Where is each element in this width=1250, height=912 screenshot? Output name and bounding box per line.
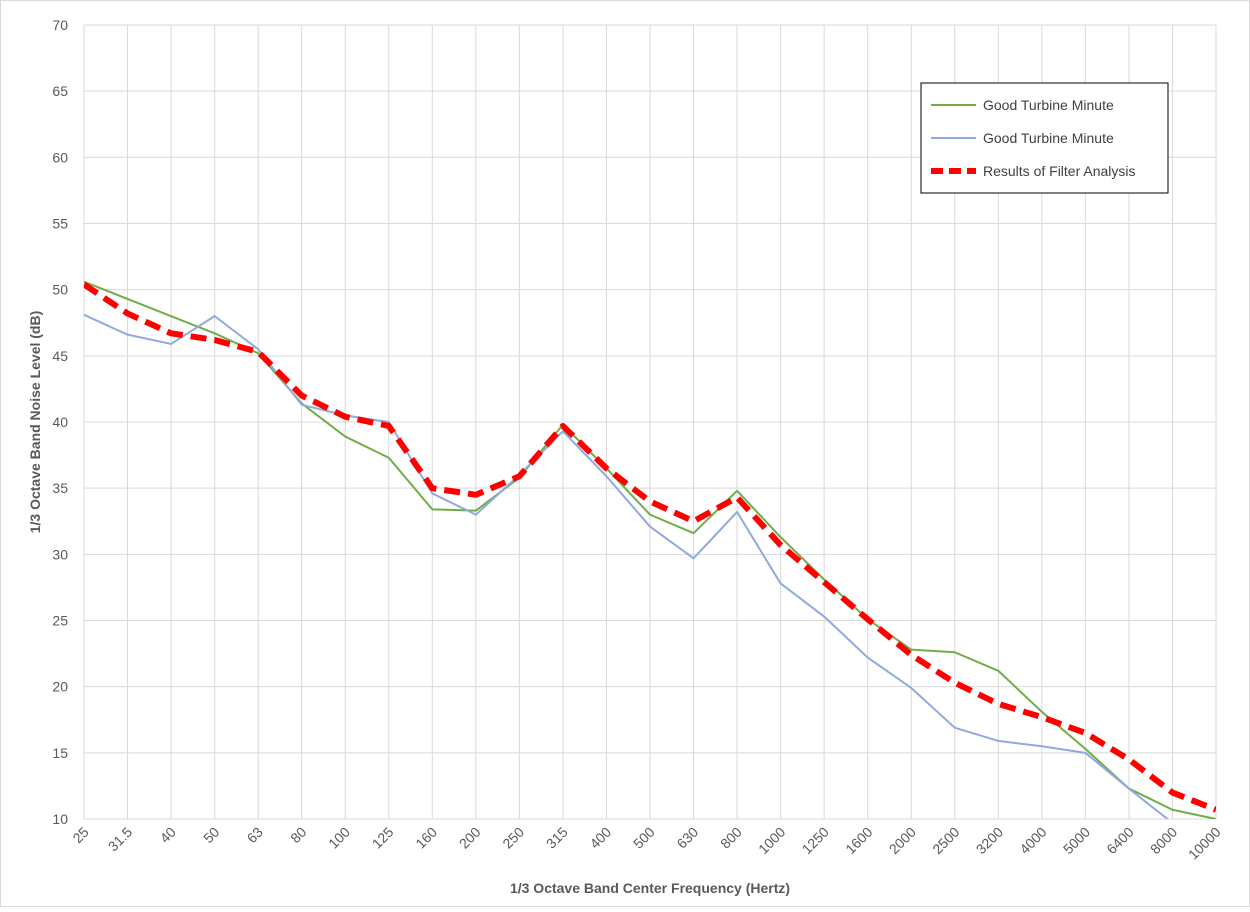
- y-tick-label: 20: [52, 679, 68, 695]
- y-tick-label: 65: [52, 83, 68, 99]
- series-line: [84, 280, 1216, 819]
- y-axis-title: 1/3 Octave Band Noise Level (dB): [27, 311, 43, 534]
- y-tick-label: 15: [52, 745, 68, 761]
- legend-label: Results of Filter Analysis: [983, 163, 1136, 179]
- plot-area: [84, 280, 1216, 819]
- y-tick-label: 10: [52, 811, 68, 827]
- y-tick-label: 25: [52, 613, 68, 629]
- y-tick-label: 45: [52, 348, 68, 364]
- legend-label: Good Turbine Minute: [983, 130, 1114, 146]
- y-tick-label: 35: [52, 480, 68, 496]
- y-tick-label: 55: [52, 216, 68, 232]
- y-tick-label: 70: [52, 17, 68, 33]
- x-axis-title: 1/3 Octave Band Center Frequency (Hertz): [510, 880, 790, 896]
- y-tick-label: 30: [52, 546, 68, 562]
- y-tick-label: 50: [52, 282, 68, 298]
- y-tick-label: 60: [52, 149, 68, 165]
- series-line: [84, 281, 1216, 813]
- legend-label: Good Turbine Minute: [983, 97, 1114, 113]
- y-tick-label: 40: [52, 414, 68, 430]
